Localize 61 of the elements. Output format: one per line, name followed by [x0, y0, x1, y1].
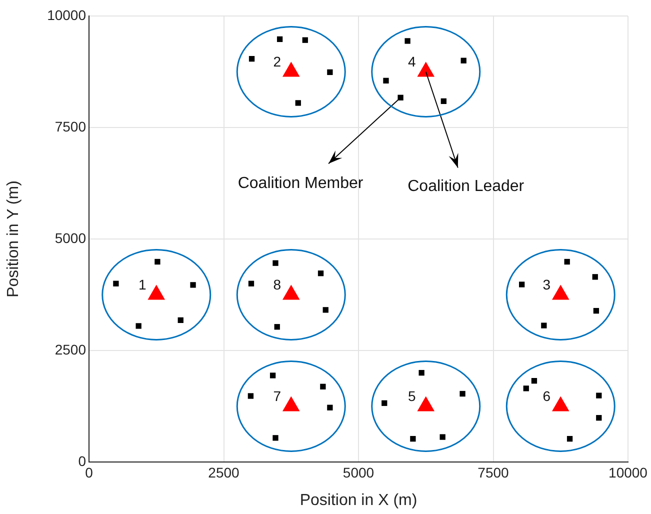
point [564, 258, 570, 265]
point [270, 372, 276, 378]
y-tick-label: 7500 [54, 118, 86, 134]
x-tick-label: 10000 [608, 464, 648, 480]
point [154, 258, 160, 265]
point [404, 38, 410, 44]
point [596, 392, 602, 398]
point [440, 98, 446, 104]
point [593, 308, 600, 314]
point [596, 415, 602, 421]
point [248, 56, 255, 62]
point [190, 282, 196, 288]
x-tick-label: 5000 [342, 464, 374, 480]
point [272, 435, 278, 441]
point [566, 436, 573, 442]
point [531, 378, 538, 384]
point [272, 260, 278, 266]
point [248, 393, 254, 399]
point [418, 370, 424, 376]
y-tick-label: 0 [78, 452, 86, 469]
annotation: 7 [273, 388, 282, 404]
point [302, 37, 308, 43]
y-tick-label: 5000 [54, 230, 86, 246]
y-tick-label: 2500 [54, 341, 86, 358]
x-tick-label: 7500 [478, 464, 510, 480]
y-tick-label: 10000 [47, 6, 86, 23]
annotation: Coalition Member [238, 175, 364, 192]
point [460, 58, 466, 64]
point [410, 436, 416, 442]
point [327, 69, 333, 76]
point [248, 280, 254, 286]
point [327, 404, 333, 410]
point [440, 434, 446, 440]
x-tick-label: 2500 [208, 464, 240, 480]
annotation: 5 [408, 388, 416, 404]
point [113, 280, 119, 286]
point [276, 36, 283, 42]
x-axis-title: Position in X (m) [300, 492, 418, 509]
point [320, 384, 326, 390]
point [383, 78, 389, 84]
point [523, 386, 529, 392]
point [295, 100, 301, 106]
point [518, 282, 525, 288]
annotation: 6 [542, 388, 551, 404]
point [592, 274, 598, 280]
point [274, 324, 280, 330]
point [398, 94, 404, 100]
point [322, 307, 328, 313]
annotation: 1 [138, 276, 146, 293]
point [541, 322, 547, 328]
annotation: 3 [542, 276, 551, 293]
point [318, 270, 324, 276]
point [136, 323, 142, 329]
annotation: Coalition Leader [408, 178, 525, 196]
point [382, 400, 388, 406]
y-axis-title: Position in Y (m) [5, 180, 22, 298]
annotation: 8 [273, 276, 282, 293]
annotation: 2 [273, 54, 282, 70]
point [178, 317, 184, 323]
annotation: 4 [408, 54, 416, 70]
point [460, 390, 466, 397]
